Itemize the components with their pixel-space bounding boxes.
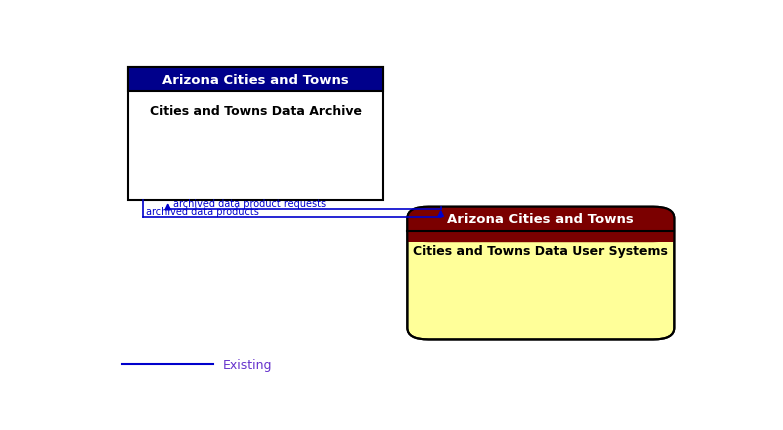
Bar [408, 230, 673, 243]
Text: Cities and Towns Data User Systems: Cities and Towns Data User Systems [413, 244, 669, 257]
Bar [128, 68, 383, 92]
Text: Cities and Towns Data Archive: Cities and Towns Data Archive [150, 105, 362, 118]
Bar [128, 68, 383, 200]
FancyBboxPatch shape [407, 207, 674, 340]
FancyBboxPatch shape [407, 207, 674, 243]
Text: Existing: Existing [222, 358, 272, 371]
Text: Arizona Cities and Towns: Arizona Cities and Towns [162, 74, 349, 86]
Text: archived data products: archived data products [146, 206, 259, 216]
Text: archived data product requests: archived data product requests [172, 198, 326, 208]
Text: Arizona Cities and Towns: Arizona Cities and Towns [447, 213, 634, 226]
